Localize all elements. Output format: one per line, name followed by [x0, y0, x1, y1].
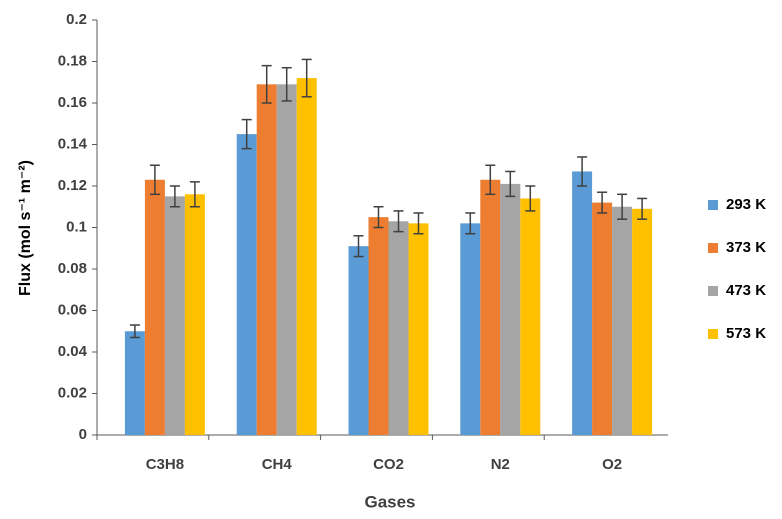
x-tick-label: N2 — [491, 456, 510, 473]
error-bar — [597, 191, 608, 214]
error-bar — [353, 235, 364, 258]
bar — [408, 223, 429, 435]
error-bar — [413, 212, 424, 235]
y-tick-label: 0.08 — [58, 260, 87, 277]
y-axis-label: Flux (mol s⁻¹ m⁻²) — [17, 160, 34, 296]
x-tick-label: C3H8 — [146, 456, 184, 473]
legend-label: 293 K — [726, 196, 766, 213]
bar — [124, 331, 145, 435]
y-tick-label: 0.2 — [66, 11, 87, 28]
legend-swatch — [708, 200, 718, 210]
bar — [592, 202, 613, 435]
error-bar — [577, 156, 588, 187]
error-bar — [505, 170, 516, 198]
legend-label: 473 K — [726, 282, 766, 299]
bar — [500, 183, 521, 435]
y-tick-label: 0.14 — [58, 135, 88, 152]
error-bar — [465, 212, 476, 235]
legend-swatch — [708, 243, 718, 253]
bar — [632, 208, 653, 435]
error-bar — [301, 58, 312, 98]
x-tick-label: CO2 — [373, 456, 404, 473]
x-tick-label: CH4 — [262, 456, 293, 473]
error-bar — [261, 64, 272, 104]
bar — [144, 179, 165, 435]
error-bar — [393, 210, 404, 233]
bar — [460, 223, 481, 435]
bar — [276, 84, 297, 435]
error-bar — [241, 118, 252, 150]
bar — [520, 198, 541, 435]
y-tick-label: 0.02 — [58, 384, 87, 401]
legend-label: 573 K — [726, 325, 766, 342]
error-bar — [525, 185, 536, 212]
bar — [612, 206, 633, 435]
error-bar — [373, 206, 384, 229]
error-bar — [485, 164, 496, 196]
error-bar — [169, 185, 180, 208]
y-tick-label: 0.18 — [58, 52, 87, 69]
legend-swatch — [708, 329, 718, 339]
y-tick-label: 0.16 — [58, 94, 87, 111]
error-bar — [617, 193, 628, 220]
bar — [480, 179, 501, 435]
x-tick-label: O2 — [602, 456, 622, 473]
y-tick-label: 0.04 — [58, 343, 88, 360]
x-axis-label: Gases — [364, 492, 415, 511]
bar — [296, 78, 317, 435]
bar — [236, 134, 257, 435]
bar — [184, 194, 205, 435]
bar — [164, 196, 185, 435]
y-tick-label: 0.1 — [66, 218, 87, 235]
bar — [348, 246, 369, 435]
error-bar — [189, 181, 200, 208]
error-bar — [129, 324, 140, 339]
y-tick-label: 0 — [79, 426, 87, 443]
bar — [368, 217, 389, 435]
y-tick-label: 0.12 — [58, 177, 87, 194]
legend-label: 373 K — [726, 239, 766, 256]
y-tick-label: 0.06 — [58, 301, 87, 318]
error-bar — [281, 66, 292, 102]
bar — [388, 221, 409, 435]
error-bar — [149, 164, 160, 196]
legend-swatch — [708, 286, 718, 296]
bar — [256, 84, 277, 435]
bar — [572, 171, 593, 435]
error-bar — [637, 197, 648, 220]
